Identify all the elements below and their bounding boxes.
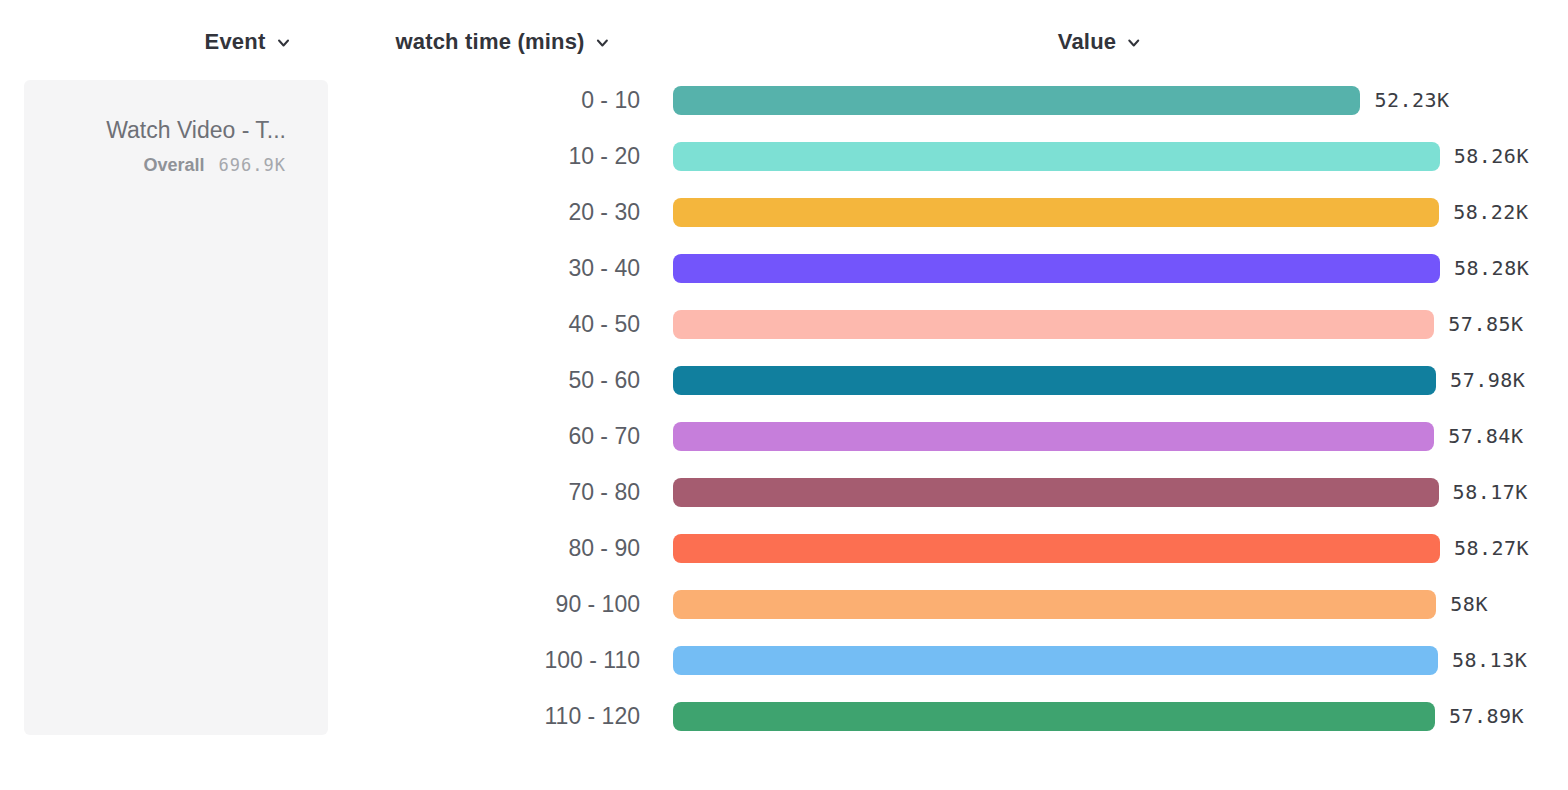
value-bar-30-40[interactable] bbox=[673, 254, 1440, 283]
value-column-label: Value bbox=[1058, 29, 1116, 55]
value-label: 57.89K bbox=[1449, 704, 1524, 728]
value-bar-50-60[interactable] bbox=[673, 366, 1436, 395]
value-bar-80-90[interactable] bbox=[673, 534, 1440, 563]
bucket-label: 60 - 70 bbox=[0, 423, 640, 450]
value-bar-100-110[interactable] bbox=[673, 646, 1438, 675]
value-bar-70-80[interactable] bbox=[673, 478, 1439, 507]
bucket-label: 70 - 80 bbox=[0, 479, 640, 506]
chevron-down-icon bbox=[1126, 35, 1142, 51]
bucket-label: 110 - 120 bbox=[0, 703, 640, 730]
value-label: 57.98K bbox=[1450, 368, 1525, 392]
value-label: 58.17K bbox=[1453, 480, 1528, 504]
chart-row: 20 - 30 58.22K bbox=[0, 184, 1568, 240]
chevron-down-icon bbox=[595, 35, 611, 51]
event-column-label: Event bbox=[205, 29, 266, 55]
value-bar-0-10[interactable] bbox=[673, 86, 1360, 115]
bucket-label: 90 - 100 bbox=[0, 591, 640, 618]
insights-chart-panel: Event watch time (mins) Value Watch Vide… bbox=[0, 0, 1568, 790]
chevron-down-icon bbox=[275, 35, 291, 51]
bucket-label: 10 - 20 bbox=[0, 143, 640, 170]
value-label: 58.13K bbox=[1452, 648, 1527, 672]
chart-row: 30 - 40 58.28K bbox=[0, 240, 1568, 296]
chart-row: 0 - 10 52.23K bbox=[0, 72, 1568, 128]
bucket-label: 20 - 30 bbox=[0, 199, 640, 226]
series-column-label: watch time (mins) bbox=[395, 29, 584, 55]
value-column-dropdown[interactable]: Value bbox=[1058, 27, 1142, 57]
chart-row: 110 - 120 57.89K bbox=[0, 688, 1568, 744]
bucket-label: 50 - 60 bbox=[0, 367, 640, 394]
value-label: 57.84K bbox=[1448, 424, 1523, 448]
value-label: 52.23K bbox=[1374, 88, 1449, 112]
chart-rows: 0 - 10 52.23K 10 - 20 58.26K 20 - 30 58.… bbox=[0, 72, 1568, 744]
value-label: 58.22K bbox=[1453, 200, 1528, 224]
bucket-label: 100 - 110 bbox=[0, 647, 640, 674]
chart-row: 50 - 60 57.98K bbox=[0, 352, 1568, 408]
value-label: 58.27K bbox=[1454, 536, 1529, 560]
value-label: 58.28K bbox=[1454, 256, 1529, 280]
bucket-label: 30 - 40 bbox=[0, 255, 640, 282]
value-label: 58K bbox=[1450, 592, 1488, 616]
value-bar-110-120[interactable] bbox=[673, 702, 1435, 731]
event-column-dropdown[interactable]: Event bbox=[205, 27, 292, 57]
bucket-label: 0 - 10 bbox=[0, 87, 640, 114]
value-bar-60-70[interactable] bbox=[673, 422, 1434, 451]
chart-row: 40 - 50 57.85K bbox=[0, 296, 1568, 352]
chart-row: 90 - 100 58K bbox=[0, 576, 1568, 632]
chart-row: 80 - 90 58.27K bbox=[0, 520, 1568, 576]
bucket-label: 40 - 50 bbox=[0, 311, 640, 338]
series-column-dropdown[interactable]: watch time (mins) bbox=[395, 27, 610, 57]
value-label: 57.85K bbox=[1448, 312, 1523, 336]
chart-row: 70 - 80 58.17K bbox=[0, 464, 1568, 520]
value-bar-10-20[interactable] bbox=[673, 142, 1440, 171]
value-bar-40-50[interactable] bbox=[673, 310, 1434, 339]
chart-row: 60 - 70 57.84K bbox=[0, 408, 1568, 464]
value-bar-20-30[interactable] bbox=[673, 198, 1439, 227]
bucket-label: 80 - 90 bbox=[0, 535, 640, 562]
value-label: 58.26K bbox=[1454, 144, 1529, 168]
chart-row: 100 - 110 58.13K bbox=[0, 632, 1568, 688]
chart-row: 10 - 20 58.26K bbox=[0, 128, 1568, 184]
value-bar-90-100[interactable] bbox=[673, 590, 1436, 619]
